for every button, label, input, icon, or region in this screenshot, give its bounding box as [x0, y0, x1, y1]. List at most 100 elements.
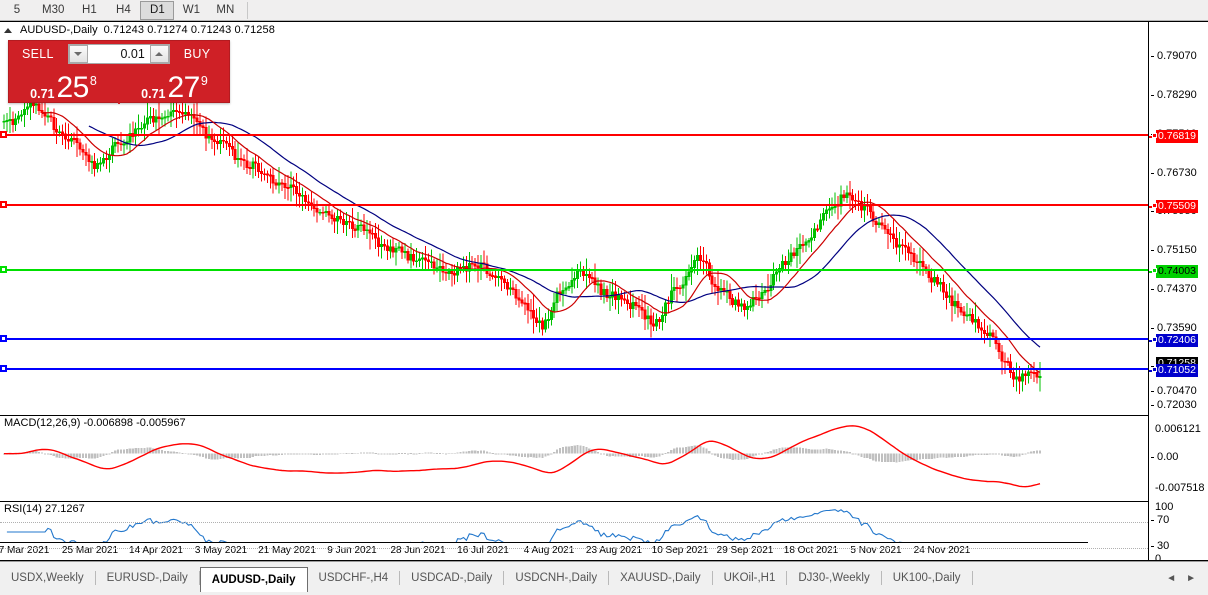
level-line-resistance-2[interactable] — [0, 204, 1148, 206]
sell-price-fraction: 8 — [89, 74, 97, 88]
tab-divider — [399, 571, 401, 585]
sell-price-prefix: 0.71 — [30, 87, 55, 101]
chart-tab-ukoil-h1[interactable]: UKOil-,H1 — [723, 572, 776, 584]
macd-pane[interactable]: MACD(12,26,9) -0.006898 -0.005967 — [0, 415, 1148, 499]
date-tick: 10 Sep 2021 — [651, 545, 709, 556]
chart-tab-usdx-weekly[interactable]: USDX,Weekly — [11, 572, 84, 584]
level-anchor-resistance-2[interactable] — [0, 201, 7, 208]
date-tick: 28 Jun 2021 — [390, 545, 446, 556]
macd-label: MACD(12,26,9) -0.006898 -0.005967 — [4, 417, 186, 429]
toolbar-divider — [247, 1, 249, 19]
timeframe-button-d1[interactable]: D1 — [140, 0, 175, 20]
volume-decrease-button[interactable] — [68, 45, 88, 63]
price-badge-resistance-1[interactable]: 0.76819 — [1156, 130, 1198, 143]
tab-divider — [94, 571, 96, 585]
date-tick: 23 Aug 2021 — [585, 545, 643, 556]
tab-divider — [880, 571, 882, 585]
buy-price-big: 27 — [167, 71, 201, 104]
level-handle-support-1[interactable] — [1152, 337, 1157, 342]
one-click-trading-prices: 0.71 25 8 0.71 27 9 — [9, 67, 229, 104]
timeframe-button-w1[interactable]: W1 — [182, 4, 200, 16]
level-handle-resistance-1[interactable] — [1152, 133, 1157, 138]
chart-title-bar: AUDUSD-,Daily 0.71243 0.71274 0.71243 0.… — [0, 22, 1208, 38]
chart-tab-xauusd-daily[interactable]: XAUUSD-,Daily — [620, 572, 701, 584]
date-tick: 5 Nov 2021 — [850, 545, 902, 556]
chart-symbol-label: AUDUSD-,Daily — [20, 24, 98, 36]
date-tick: 25 Mar 2021 — [61, 545, 119, 556]
chart-canvas-container[interactable]: AUDUSD-,Daily 0.71243 0.71274 0.71243 0.… — [0, 21, 1208, 565]
chart-tab-audusd-daily[interactable]: AUDUSD-,Daily — [199, 567, 308, 592]
sell-price-big: 25 — [56, 71, 90, 104]
date-tick: 7 Mar 2021 — [0, 545, 50, 556]
volume-increase-button[interactable] — [149, 45, 169, 63]
level-line-resistance-1[interactable] — [0, 134, 1148, 136]
sell-button[interactable]: SELL — [22, 47, 54, 61]
tab-divider — [503, 571, 505, 585]
chart-tab-usdcnh-daily[interactable]: USDCNH-,Daily — [515, 572, 598, 584]
tab-divider — [711, 571, 713, 585]
timeframe-toolbar: 5 M30 H1 H4 D1 W1 MN — [0, 0, 1208, 21]
tab-divider — [608, 571, 610, 585]
date-tick: 4 Aug 2021 — [523, 545, 575, 556]
rsi-level-70-line — [0, 522, 1148, 523]
chart-tab-bar: USDX,Weekly EURUSD-,Daily AUDUSD-,Daily … — [0, 561, 1208, 595]
one-click-trading-controls: SELL 0.01 BUY — [9, 41, 229, 67]
date-axis[interactable]: 7 Mar 2021 25 Mar 2021 14 Apr 2021 3 May… — [0, 542, 1088, 560]
tab-divider — [971, 571, 973, 585]
date-tick: 21 May 2021 — [258, 545, 316, 556]
date-tick: 16 Jul 2021 — [457, 545, 509, 556]
chart-tab-dj30-weekly[interactable]: DJ30-,Weekly — [798, 572, 870, 584]
sell-price-cell[interactable]: 0.71 25 8 — [9, 67, 118, 104]
price-badge-support-1[interactable]: 0.72406 — [1156, 334, 1198, 347]
buy-price-cell[interactable]: 0.71 27 9 — [118, 67, 229, 104]
chart-tab-usdcad-daily[interactable]: USDCAD-,Daily — [411, 572, 493, 584]
level-handle-resistance-2[interactable] — [1152, 203, 1157, 208]
timeframe-button-mn[interactable]: MN — [216, 4, 235, 16]
date-tick: 9 Jun 2021 — [327, 545, 377, 556]
rsi-level-30-line — [0, 548, 1148, 549]
level-handle-pivot[interactable] — [1152, 268, 1157, 273]
buy-button[interactable]: BUY — [183, 47, 211, 61]
date-tick: 29 Sep 2021 — [716, 545, 774, 556]
level-handle-support-2[interactable] — [1152, 367, 1157, 372]
candlestick-series — [2, 92, 1042, 394]
timeframe-button-h1[interactable]: H1 — [82, 4, 97, 16]
level-line-support-1[interactable] — [0, 338, 1148, 340]
timeframe-button-h4[interactable]: H4 — [116, 4, 131, 16]
volume-input[interactable]: 0.01 — [87, 45, 150, 63]
buy-price-prefix: 0.71 — [141, 87, 166, 101]
tab-divider — [198, 571, 200, 585]
buy-price-fraction: 9 — [200, 74, 208, 88]
chart-tab-usdchf-h4[interactable]: USDCHF-,H4 — [318, 572, 389, 584]
collapse-triangle-icon[interactable] — [4, 27, 12, 33]
macd-series — [2, 425, 1042, 488]
chart-tab-eurusd-daily[interactable]: EURUSD-,Daily — [106, 572, 188, 584]
chart-ohlc-values: 0.71243 0.71274 0.71243 0.71258 — [103, 24, 275, 36]
price-scale[interactable]: 0.79070 0.78290 0.77510 0.76730 0.75950 … — [1148, 22, 1208, 565]
chart-plot-area[interactable]: MACD(12,26,9) -0.006898 -0.005967 RSI(14… — [0, 22, 1148, 560]
timeframe-button-m5[interactable]: 5 — [13, 4, 21, 16]
tab-scroll-left-icon[interactable]: ◄ — [1166, 572, 1177, 584]
price-badge-resistance-2[interactable]: 0.75509 — [1156, 200, 1198, 213]
level-line-support-2[interactable] — [0, 368, 1148, 370]
one-click-trading-panel[interactable]: SELL 0.01 BUY 0.71 25 8 — [8, 40, 230, 104]
caret-down-icon — [74, 52, 83, 56]
level-anchor-pivot[interactable] — [0, 266, 7, 273]
date-tick: 3 May 2021 — [194, 545, 248, 556]
rsi-label: RSI(14) 27.1267 — [4, 503, 85, 515]
level-anchor-support-2[interactable] — [0, 365, 7, 372]
volume-stepper[interactable]: 0.01 — [67, 44, 170, 64]
tab-scroll-controls: ◄ ► — [1166, 567, 1208, 589]
level-line-pivot[interactable] — [0, 269, 1148, 271]
chart-tab-uk100-daily[interactable]: UK100-,Daily — [892, 572, 961, 584]
tab-divider — [786, 571, 788, 585]
date-tick: 18 Oct 2021 — [783, 545, 839, 556]
tab-scroll-right-icon[interactable]: ► — [1186, 572, 1196, 584]
level-anchor-resistance-1[interactable] — [0, 131, 7, 138]
price-badge-pivot[interactable]: 0.74003 — [1156, 265, 1198, 278]
price-badge-support-2[interactable]: 0.71052 — [1156, 364, 1198, 377]
level-anchor-support-1[interactable] — [0, 335, 7, 342]
date-tick: 14 Apr 2021 — [129, 545, 183, 556]
timeframe-button-m30[interactable]: M30 — [42, 4, 65, 16]
